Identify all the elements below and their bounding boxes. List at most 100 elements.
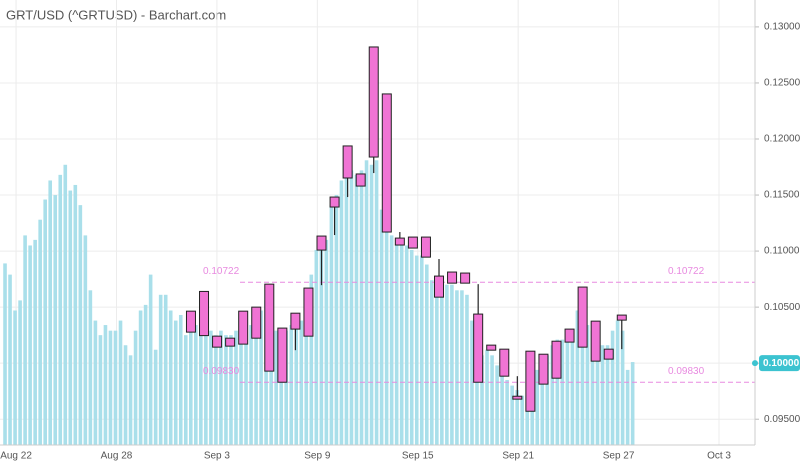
candle-body <box>185 310 196 333</box>
background-bar <box>13 310 17 445</box>
candle-body <box>577 286 588 348</box>
background-bar <box>244 330 248 445</box>
background-bar <box>53 195 58 445</box>
background-bar <box>143 304 148 445</box>
background-bar <box>219 330 223 445</box>
background-bar <box>359 170 364 445</box>
background-bar <box>555 339 560 445</box>
background-bar <box>520 395 524 445</box>
background-bar <box>344 174 349 446</box>
background-bar <box>214 335 218 445</box>
background-bar <box>18 300 22 445</box>
background-bar <box>450 284 454 445</box>
background-bar <box>475 349 479 445</box>
candle-body <box>486 344 497 351</box>
background-bar <box>239 335 243 445</box>
background-bar <box>525 395 530 445</box>
background-bar <box>299 320 304 445</box>
level-label: 0.09830 <box>668 366 705 377</box>
candle-body <box>447 271 458 284</box>
background-bar <box>495 365 499 445</box>
candle-body <box>603 348 614 360</box>
background-bar <box>264 300 268 445</box>
candle-body <box>342 145 353 179</box>
candle-body <box>525 350 536 412</box>
background-bar <box>424 264 429 445</box>
background-bar <box>123 345 128 445</box>
background-bar <box>259 310 263 445</box>
background-bar <box>73 184 78 445</box>
candle-body <box>264 283 275 372</box>
x-tick-label: Sep 27 <box>603 451 635 462</box>
candle-body <box>303 287 314 337</box>
background-bar <box>590 330 595 445</box>
background-bar <box>374 160 379 445</box>
background-bar <box>580 320 585 445</box>
background-bar <box>575 310 580 445</box>
background-bar <box>339 180 344 445</box>
candle-body <box>225 337 236 347</box>
last-price-marker <box>752 360 758 367</box>
candle-body <box>329 196 340 208</box>
background-bar <box>440 290 444 445</box>
background-bar <box>294 320 299 445</box>
background-bar <box>404 245 409 445</box>
x-tick-label: Sep 21 <box>502 451 534 462</box>
candle-body <box>538 353 549 385</box>
candle-body <box>238 310 249 345</box>
y-tick-label: 0.09500 <box>764 414 800 425</box>
background-bar <box>605 345 610 445</box>
background-bar <box>88 290 93 445</box>
candle-body <box>473 313 484 383</box>
background-bar <box>38 219 42 445</box>
candle-body <box>564 328 575 343</box>
candle-body <box>290 312 301 330</box>
background-bar <box>48 180 53 445</box>
candle-body <box>551 340 562 379</box>
background-bar <box>500 375 504 445</box>
candle-body <box>499 348 510 377</box>
background-bar <box>510 385 514 445</box>
background-bar <box>329 205 334 445</box>
background-bar <box>430 280 434 445</box>
background-bar <box>505 379 509 445</box>
background-bar <box>480 355 484 445</box>
background-bar <box>354 174 359 446</box>
background-bar <box>194 325 198 445</box>
background-bar <box>324 239 329 445</box>
background-bar <box>173 320 178 445</box>
background-bar <box>118 320 123 445</box>
background-bar <box>414 255 419 445</box>
background-bar <box>33 239 37 445</box>
background-bar <box>630 362 635 445</box>
background-bar <box>455 290 459 445</box>
y-tick-label: 0.11000 <box>764 246 800 257</box>
y-tick-label: 0.10500 <box>764 302 800 313</box>
background-bar <box>384 229 389 445</box>
background-bar <box>379 209 384 445</box>
background-bar <box>364 160 369 445</box>
background-bar <box>153 349 158 445</box>
background-bar <box>249 325 253 445</box>
candle-body <box>407 236 418 249</box>
background-bar <box>209 330 213 445</box>
background-bar <box>585 325 590 445</box>
background-bar <box>204 325 208 445</box>
background-bar <box>389 235 394 445</box>
background-bar <box>610 330 615 445</box>
background-bar <box>615 320 620 445</box>
y-tick-label: 0.12500 <box>764 78 800 89</box>
last-price-badge <box>759 355 800 372</box>
background-bar <box>490 355 494 445</box>
background-bar <box>234 330 238 445</box>
background-bar <box>394 239 399 445</box>
background-bar <box>409 249 414 445</box>
background-bar <box>103 325 108 445</box>
background-bar <box>565 335 570 445</box>
last-price-label: 0.10000 <box>763 358 800 369</box>
background-bar <box>319 245 324 445</box>
candle-body <box>212 335 223 348</box>
background-bar <box>399 245 404 445</box>
background-bar <box>309 274 314 445</box>
